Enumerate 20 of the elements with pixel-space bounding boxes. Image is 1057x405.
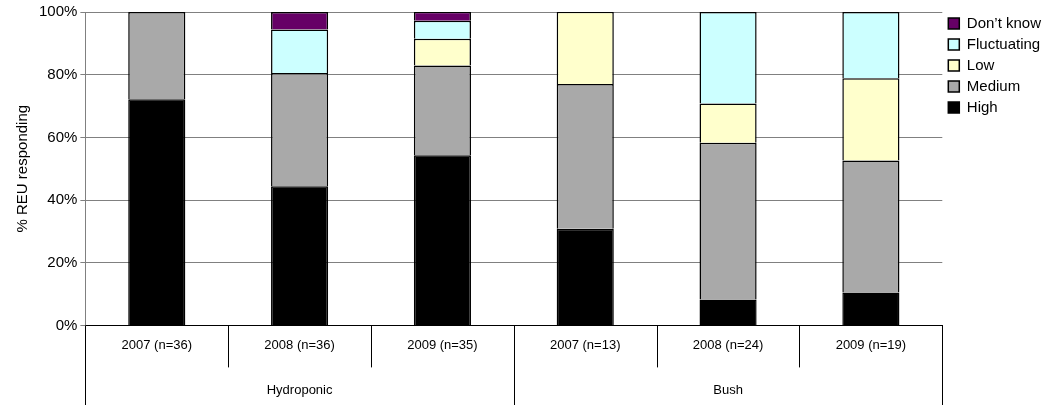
text: Hydroponic xyxy=(266,381,333,397)
y-axis-title: % REU responding xyxy=(13,104,31,233)
y-tick-label: 20% xyxy=(47,252,78,270)
y-tick-label: 100% xyxy=(38,2,78,20)
legend-label: Don’t know xyxy=(966,13,1042,31)
y-tick-label: 0% xyxy=(55,315,78,333)
y-tick-label: 40% xyxy=(47,190,78,208)
x-tick-label: 2008 (n=24) xyxy=(692,336,764,352)
y-tick-label: 60% xyxy=(47,127,78,145)
x-tick-label: 2007 (n=36) xyxy=(121,336,193,352)
legend-label: High xyxy=(966,97,998,115)
x-tick-label: 2008 (n=36) xyxy=(264,336,335,352)
legend-label: Medium xyxy=(966,76,1021,94)
x-tick-label: 2009 (n=35) xyxy=(407,336,478,352)
text: Bush xyxy=(713,381,743,397)
y-tick-label: 80% xyxy=(47,64,78,82)
x-tick-label: 2009 (n=19) xyxy=(835,336,907,352)
legend-label: Low xyxy=(966,55,995,73)
x-tick-label: 2007 (n=13) xyxy=(550,336,621,352)
legend-label: Fluctuating xyxy=(966,34,1041,52)
